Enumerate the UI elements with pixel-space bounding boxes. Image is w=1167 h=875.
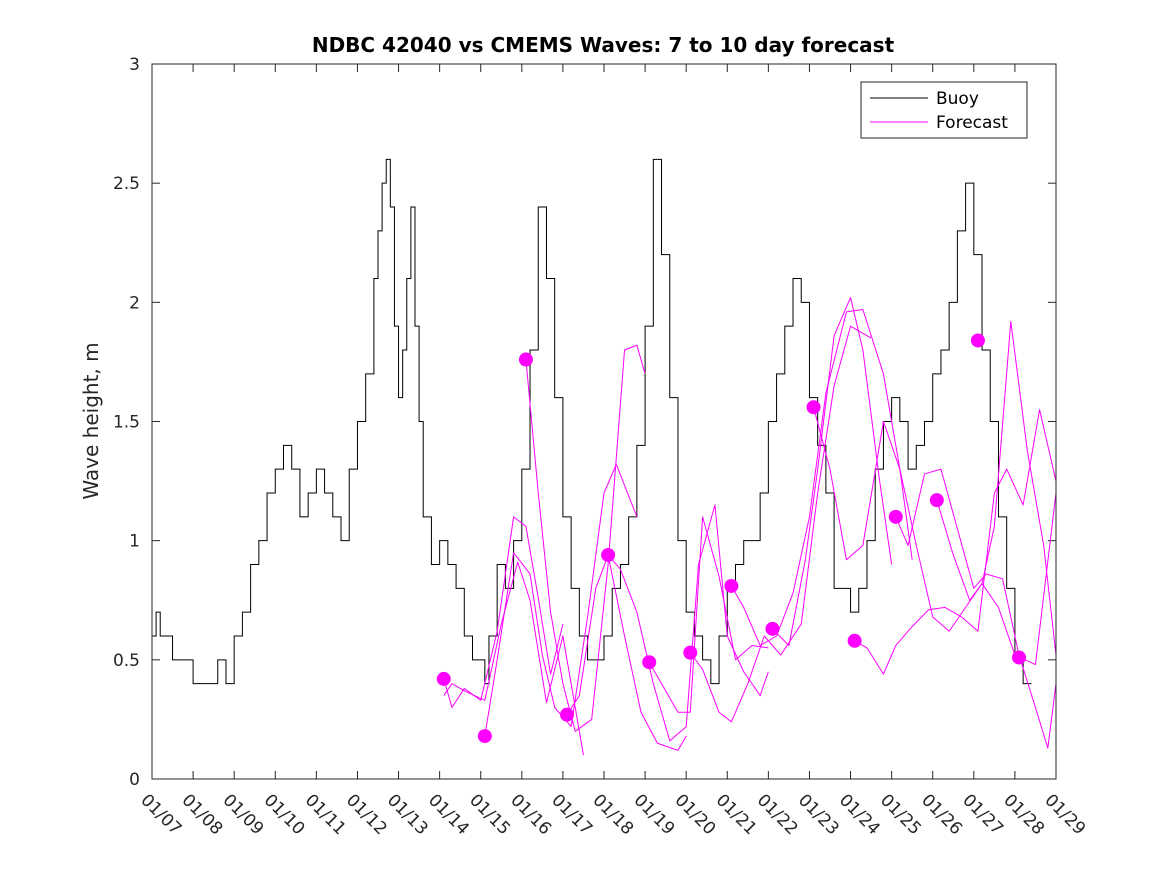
forecast-marker <box>970 333 985 348</box>
buoy-line <box>152 158 1032 685</box>
forecast-marker <box>683 645 698 660</box>
forecast-marker <box>477 729 492 744</box>
forecast-line <box>566 554 687 751</box>
forecast-marker <box>765 621 780 636</box>
forecast-line <box>525 344 646 732</box>
forecast-series <box>443 297 1057 756</box>
forecast-marker <box>724 578 739 593</box>
forecast-marker <box>806 400 821 415</box>
forecast-line <box>607 504 769 742</box>
legend-buoy-label: Buoy <box>936 89 979 109</box>
chart-title: NDBC 42040 vs CMEMS Waves: 7 to 10 day f… <box>312 33 895 57</box>
forecast-marker <box>518 352 533 367</box>
y-tick-label: 2 <box>129 293 140 313</box>
forecast-line <box>689 325 872 723</box>
buoy-series <box>152 158 1032 685</box>
legend: Buoy Forecast <box>860 81 1028 139</box>
forecast-marker <box>560 707 575 722</box>
forecast-markers <box>436 333 1027 744</box>
forecast-line <box>813 407 1057 666</box>
forecast-marker <box>888 509 903 524</box>
axis-ticks <box>151 63 1057 780</box>
forecast-line <box>443 561 584 756</box>
legend-forecast-label: Forecast <box>936 113 1008 133</box>
forecast-line <box>443 516 564 708</box>
forecast-marker <box>847 633 862 648</box>
y-tick-label: 1 <box>129 532 140 552</box>
legend-box <box>860 81 1028 139</box>
forecast-line <box>854 409 1057 675</box>
forecast-line <box>936 320 1057 656</box>
forecast-line <box>730 308 913 647</box>
forecast-marker <box>436 671 451 686</box>
forecast-line <box>895 468 1057 749</box>
forecast-line <box>772 297 893 647</box>
forecast-line <box>648 516 769 713</box>
y-tick-labels: 0 0.5 1 1.5 2 2.5 3 <box>113 55 140 790</box>
forecast-marker <box>601 547 616 562</box>
forecast-marker <box>1012 650 1027 665</box>
y-tick-label: 0.5 <box>113 651 140 671</box>
y-tick-label: 3 <box>129 55 140 75</box>
y-tick-label: 2.5 <box>113 174 140 194</box>
y-axis-label: Wave height, m <box>79 342 103 499</box>
plot-frame <box>151 63 1057 780</box>
plot-area <box>152 64 1056 779</box>
y-tick-label: 1.5 <box>113 413 140 433</box>
forecast-line <box>484 463 638 737</box>
forecast-marker <box>929 493 944 508</box>
y-tick-label: 0 <box>129 770 140 790</box>
forecast-marker <box>642 655 657 670</box>
